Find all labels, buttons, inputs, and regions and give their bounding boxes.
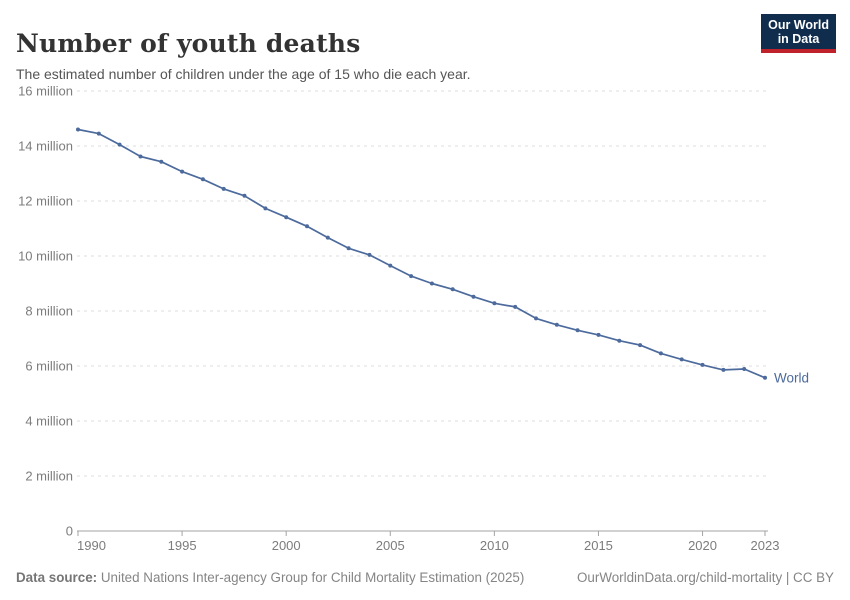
x-tick-label: 2023 [751, 538, 780, 553]
y-tick-label: 8 million [25, 304, 73, 319]
owid-citation-link[interactable]: OurWorldinData.org/child-mortality | CC … [577, 570, 834, 585]
data-point[interactable] [513, 304, 518, 309]
page-subtitle: The estimated number of children under t… [16, 66, 471, 82]
data-source-label: Data source: [16, 570, 98, 585]
owid-logo[interactable]: Our World in Data [761, 14, 836, 53]
data-point[interactable] [575, 328, 580, 333]
data-point[interactable] [367, 252, 372, 257]
owid-logo-line1: Our World [768, 18, 829, 32]
data-point[interactable] [180, 169, 185, 174]
series-label-world[interactable]: World [774, 370, 809, 385]
chart-canvas[interactable]: 0 2 million 4 million 6 million 8 million 10 … [0, 80, 850, 558]
data-point[interactable] [596, 332, 601, 337]
y-tick-label: 12 million [18, 194, 73, 209]
data-point[interactable] [471, 294, 476, 299]
data-point[interactable] [200, 177, 205, 182]
data-point[interactable] [346, 246, 351, 251]
data-point[interactable] [742, 367, 747, 371]
x-tick-label: 2010 [480, 538, 509, 553]
data-point[interactable] [638, 343, 643, 348]
y-tick-label: 2 million [25, 469, 73, 484]
data-point[interactable] [221, 186, 226, 191]
data-point[interactable] [721, 367, 726, 372]
y-tick-label: 16 million [18, 84, 73, 99]
data-point[interactable] [700, 362, 705, 367]
data-point[interactable] [450, 287, 455, 292]
data-point[interactable] [159, 159, 164, 164]
y-tick-label: 0 [66, 524, 73, 539]
data-source-text: United Nations Inter-agency Group for Ch… [97, 570, 525, 585]
data-point[interactable] [554, 322, 559, 327]
x-tick-label: 2005 [376, 538, 405, 553]
y-tick-label: 14 million [18, 139, 73, 154]
data-point[interactable] [763, 375, 767, 380]
data-point[interactable] [617, 338, 622, 343]
data-point[interactable] [76, 127, 80, 132]
data-point[interactable] [96, 131, 101, 136]
y-tick-label: 6 million [25, 359, 73, 374]
data-point[interactable] [138, 154, 143, 159]
data-point[interactable] [534, 316, 538, 321]
x-tick-label: 2015 [584, 538, 613, 553]
data-point[interactable] [325, 235, 330, 240]
data-source-note: Data source: United Nations Inter-agency… [16, 570, 524, 585]
data-point[interactable] [429, 281, 434, 286]
page-title: Number of youth deaths [16, 28, 361, 58]
chart-footer: Data source: United Nations Inter-agency… [16, 570, 834, 585]
x-tick-label: 2020 [688, 538, 717, 553]
x-tick-label: 1995 [168, 538, 197, 553]
y-tick-label: 4 million [25, 414, 73, 429]
data-point[interactable] [388, 263, 393, 268]
y-tick-label: 10 million [18, 249, 73, 264]
data-point[interactable] [117, 142, 122, 147]
data-line-world[interactable] [77, 128, 766, 379]
data-point[interactable] [679, 357, 684, 362]
data-point[interactable] [284, 215, 289, 220]
data-point[interactable] [409, 274, 414, 279]
data-point[interactable] [305, 224, 309, 229]
data-point[interactable] [492, 301, 497, 306]
data-point[interactable] [242, 193, 247, 198]
data-point[interactable] [263, 206, 268, 211]
owid-logo-line2: in Data [777, 32, 820, 46]
x-tick-label: 1990 [77, 538, 106, 553]
x-tick-label: 2000 [272, 538, 301, 553]
data-point[interactable] [658, 351, 663, 356]
